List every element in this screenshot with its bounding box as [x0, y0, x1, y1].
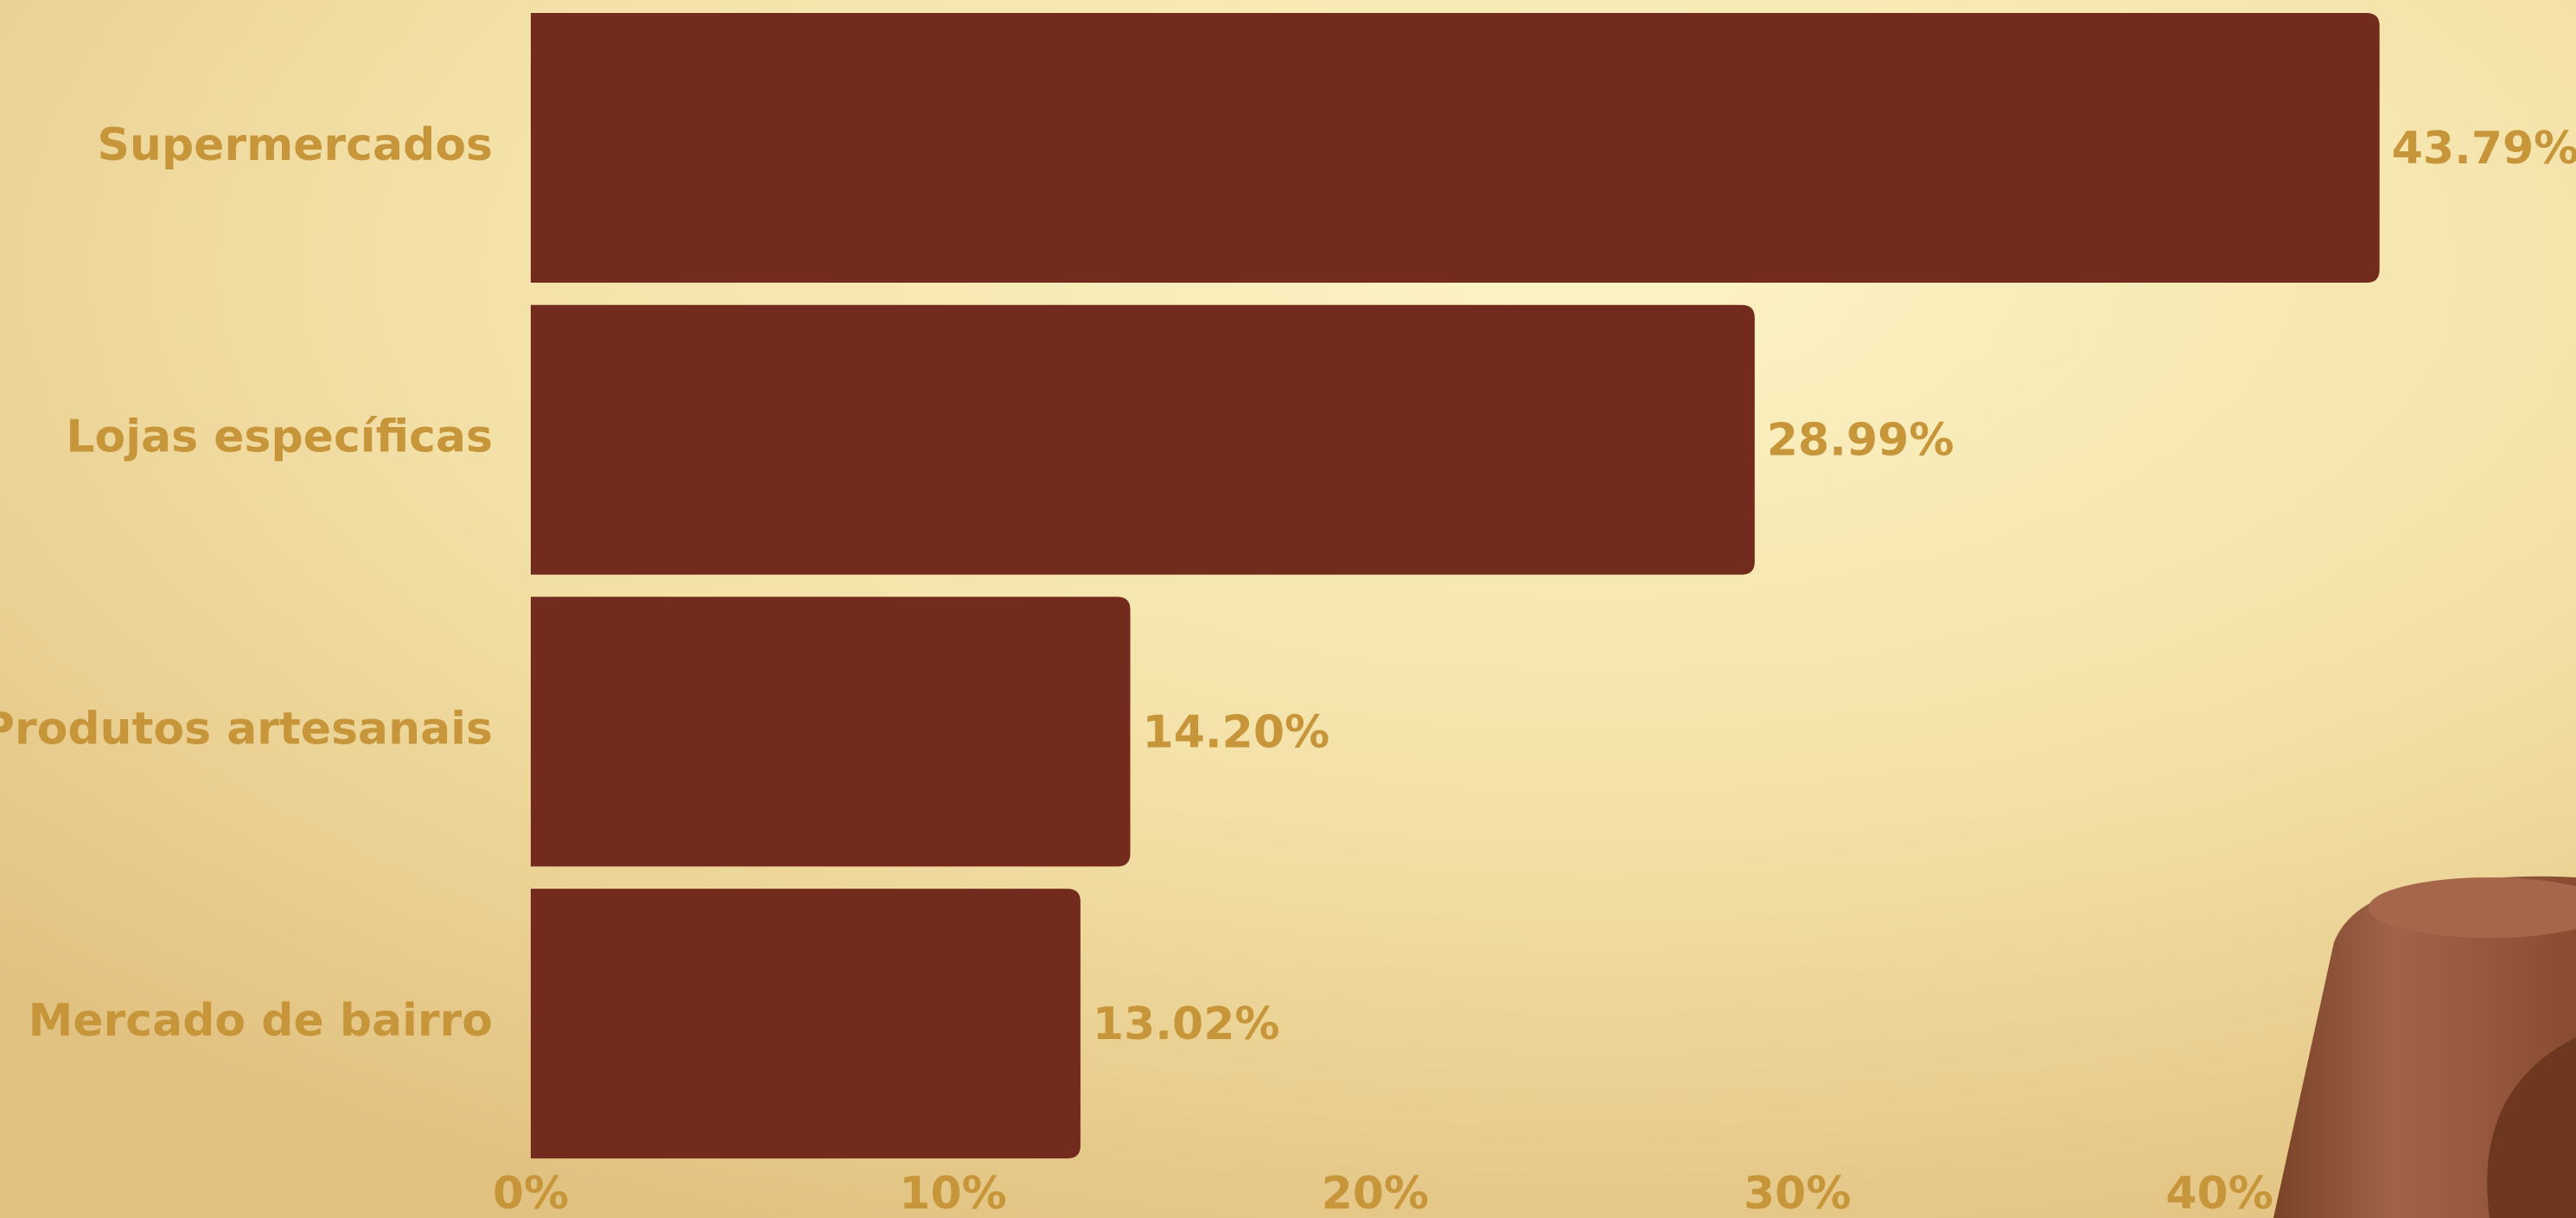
data-label: 43.79% [2392, 123, 2576, 175]
data-label: 13.02% [1093, 998, 1280, 1050]
x-tick-label: 30% [1744, 1168, 1851, 1218]
x-tick-label: 40% [2165, 1168, 2273, 1218]
x-tick-label: 20% [1322, 1168, 1429, 1218]
bar [531, 889, 1081, 1159]
bar [531, 13, 2380, 283]
bar [531, 596, 1131, 867]
y-tick-label: Mercado de bairro [29, 995, 493, 1047]
chocolate-decoration [2273, 876, 2576, 1218]
data-label: 28.99% [1767, 415, 1954, 467]
y-tick-label: Lojas específicas [66, 411, 493, 463]
x-tick-label: 10% [899, 1168, 1006, 1218]
y-tick-label: Supermercados [97, 119, 493, 171]
y-tick-label: Produtos artesanais [0, 703, 493, 755]
bar [531, 304, 1755, 575]
data-label: 14.20% [1143, 706, 1330, 758]
x-tick-label: 0% [493, 1168, 569, 1218]
